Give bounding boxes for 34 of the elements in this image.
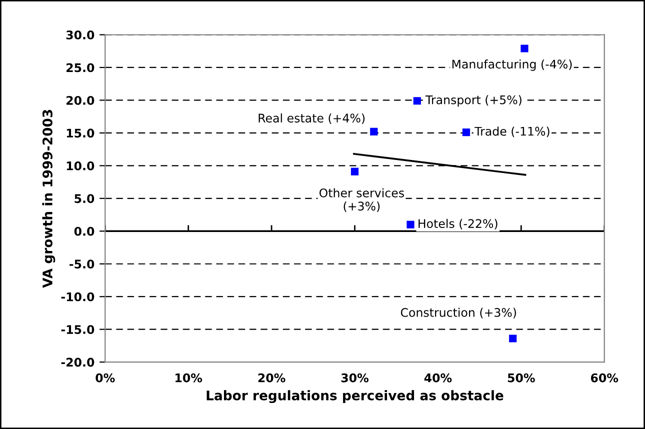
y-tick-label: 10.0 — [66, 161, 94, 170]
x-tick-label: 50% — [508, 373, 535, 382]
x-tick-label: 30% — [341, 373, 369, 382]
annotation: Construction (+3%) — [400, 308, 516, 318]
point — [462, 128, 470, 136]
y-tick-label: -15.0 — [61, 325, 94, 334]
y-tick-label: 20.0 — [66, 96, 94, 105]
x-tick-label: 10% — [176, 373, 202, 382]
x-tick-label: 0% — [96, 373, 115, 382]
point — [350, 168, 359, 176]
x-tick-label: 40% — [424, 373, 452, 382]
x-tick-label: 60% — [590, 373, 618, 382]
y-tick-label: 5.0 — [74, 194, 94, 204]
point — [413, 97, 421, 105]
annotation: Trade (-11%) — [474, 126, 550, 138]
y-tick-label: 15.0 — [66, 128, 94, 138]
annotation: Real estate (+4%) — [258, 113, 365, 124]
point — [520, 44, 528, 52]
y-tick-label: 25.0 — [66, 63, 94, 72]
annotation: Manufacturing (-4%) — [452, 59, 572, 71]
annotation: Other services (+3%) — [320, 188, 404, 212]
point — [406, 220, 414, 228]
point — [370, 128, 378, 136]
x-tick-label: 20% — [258, 373, 286, 382]
x-axis-title: Labor regulations perceived as obstacle — [206, 390, 504, 404]
y-tick-label: -10.0 — [61, 292, 94, 302]
y-tick-label: -20.0 — [61, 358, 94, 367]
y-axis-title: VA growth in 1999-2003 — [42, 110, 56, 288]
y-tick-label: 0.0 — [74, 226, 94, 236]
y-tick-label: -5.0 — [70, 260, 94, 269]
point — [509, 334, 517, 342]
annotation: Transport (+5%) — [425, 95, 522, 107]
annotation: Hotels (-22%) — [418, 218, 498, 230]
y-tick-label: 30.0 — [66, 30, 94, 40]
